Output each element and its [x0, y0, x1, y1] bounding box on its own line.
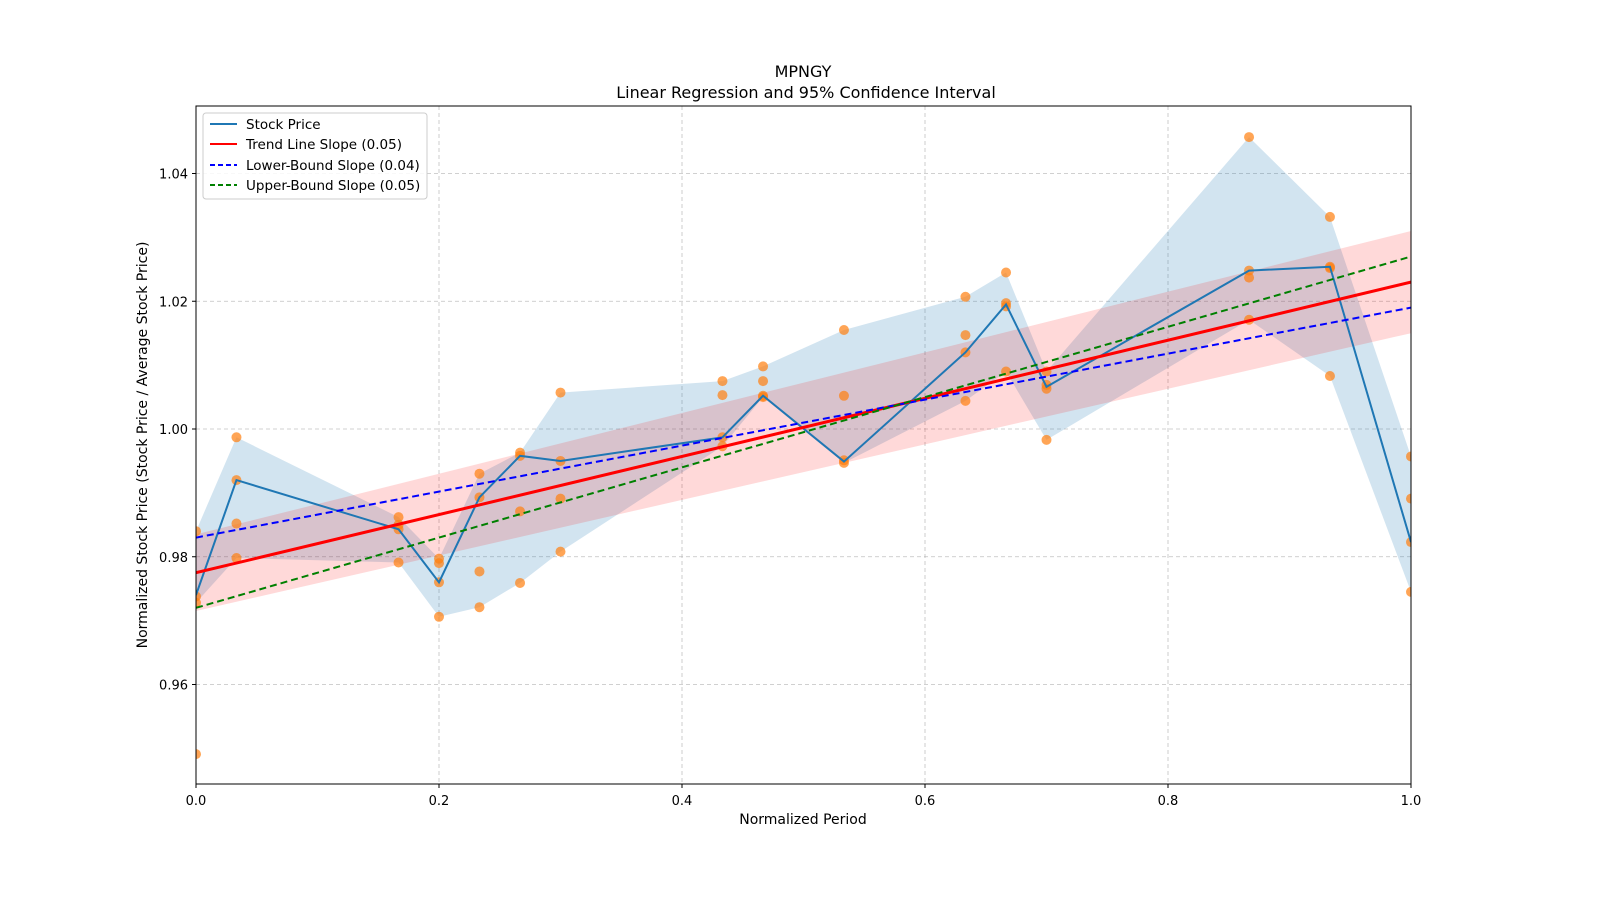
x-tick-label: 1.0 [1401, 794, 1422, 809]
scatter-point [231, 553, 242, 564]
stock-price-band [196, 137, 1411, 617]
legend-label-lower-bound: Lower-Bound Slope (0.04) [246, 158, 420, 174]
scatter-point [1324, 211, 1335, 222]
scatter-point [555, 493, 566, 504]
scatter-point [515, 577, 526, 588]
scatter-point [838, 390, 849, 401]
scatter-point [555, 546, 566, 557]
scatter-point [1324, 370, 1335, 381]
scatter-point [960, 291, 971, 302]
scatter-point [717, 376, 728, 387]
scatter-point [1041, 434, 1052, 445]
scatter-point [231, 518, 242, 529]
trend-confidence-band [196, 230, 1411, 612]
stock-price-line [196, 265, 1411, 596]
scatter-point [717, 390, 728, 401]
y-tick-label: 1.04 [159, 168, 188, 183]
legend-box [202, 112, 428, 200]
scatter-point [1001, 267, 1012, 278]
scatter-point [474, 468, 485, 479]
y-tick-label: 0.98 [159, 551, 188, 566]
scatter-point [196, 597, 201, 608]
legend-label-stock-price: Stock Price [246, 117, 321, 133]
x-tick-label: 0.8 [1158, 794, 1179, 809]
y-axis-label: Normalized Stock Price (Stock Price / Av… [135, 242, 151, 649]
scatter-point [1244, 272, 1255, 283]
upper-bound-line [196, 255, 1411, 609]
scatter-point [1406, 586, 1411, 597]
scatter-point [1244, 132, 1255, 143]
scatter-point [393, 557, 404, 568]
x-tick-label: 0.6 [915, 794, 936, 809]
scatter-point [1406, 451, 1411, 462]
plot-area [196, 132, 1411, 760]
scatter-point [196, 749, 201, 760]
axes-frame [195, 105, 1412, 785]
scatter-point [838, 324, 849, 335]
scatter-point [960, 330, 971, 341]
lower-bound-line [196, 306, 1411, 539]
scatter-point [1406, 493, 1411, 504]
x-tick-label: 0.4 [672, 794, 693, 809]
legend-label-trend: Trend Line Slope (0.05) [245, 137, 402, 153]
x-axis: 0.0 0.2 0.4 0.6 0.8 1.0 [186, 784, 1422, 809]
chart-subtitle: Linear Regression and 95% Confidence Int… [616, 83, 996, 102]
x-tick-label: 0.0 [186, 794, 207, 809]
legend: Stock Price Trend Line Slope (0.05) Lowe… [202, 112, 428, 200]
y-tick-label: 1.02 [159, 295, 188, 310]
scatter-point [758, 376, 769, 387]
scatter-point [555, 387, 566, 398]
x-axis-label: Normalized Period [739, 812, 867, 828]
scatter-point [231, 432, 242, 443]
scatter-point [474, 566, 485, 577]
chart-title: MPNGY [775, 62, 832, 81]
scatter-point [434, 611, 444, 622]
scatter-point [758, 361, 769, 372]
scatter-point [196, 526, 201, 537]
x-tick-label: 0.2 [429, 794, 450, 809]
y-axis: 0.96 0.98 1.00 1.02 1.04 [159, 168, 196, 694]
trend-line [196, 280, 1411, 575]
scatter-point [434, 558, 444, 569]
y-tick-label: 1.00 [159, 423, 188, 438]
y-tick-label: 0.96 [159, 679, 188, 694]
scatter-point [474, 602, 485, 613]
legend-label-upper-bound: Upper-Bound Slope (0.05) [246, 178, 420, 194]
scatter-point [393, 512, 404, 523]
scatter-point [960, 395, 971, 406]
